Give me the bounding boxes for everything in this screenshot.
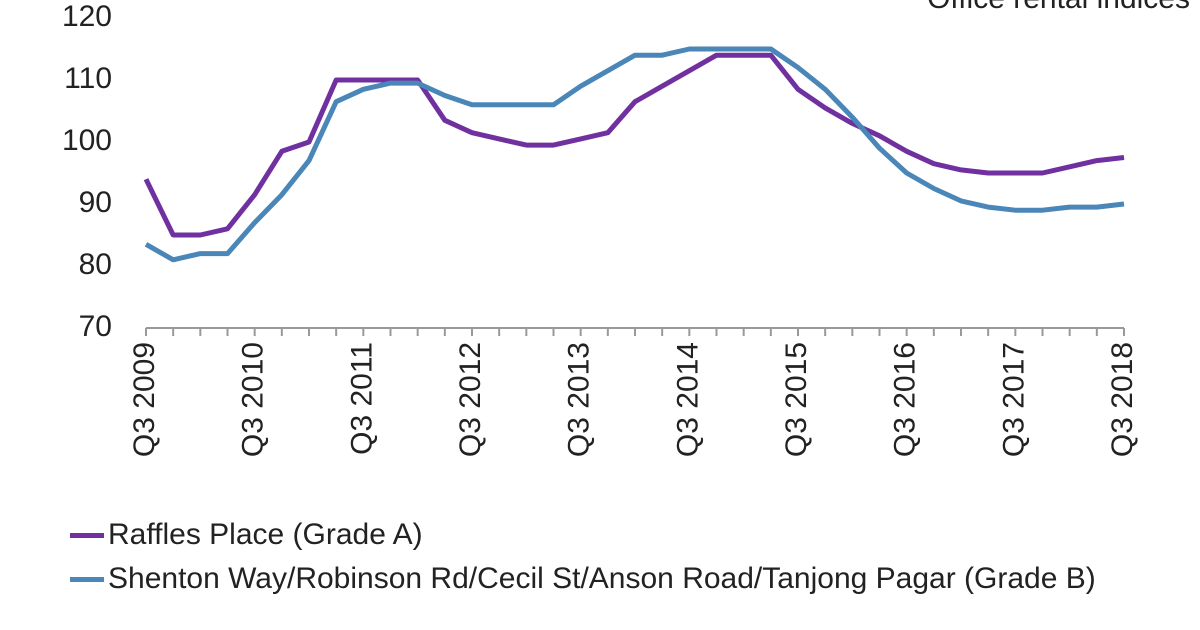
legend-item: Raffles Place (Grade A) bbox=[70, 515, 1180, 555]
series-line bbox=[143, 52, 1125, 238]
legend-item: Shenton Way/Robinson Rd/Cecil St/Anson R… bbox=[70, 559, 1180, 599]
x-tick-label: Q3 2018 bbox=[1106, 342, 1139, 457]
legend-label: Shenton Way/Robinson Rd/Cecil St/Anson R… bbox=[108, 562, 1096, 595]
x-tick-label: Q3 2009 bbox=[128, 342, 161, 457]
x-tick-label: Q3 2010 bbox=[237, 342, 270, 457]
y-tick-label: 90 bbox=[79, 186, 112, 219]
series-line bbox=[144, 46, 1125, 263]
chart-title: Office rental indices bbox=[927, 0, 1190, 15]
x-tick-label: Q3 2013 bbox=[563, 342, 596, 457]
x-tick-label: Q3 2014 bbox=[671, 342, 704, 457]
chart: Office rental indices 70 80 90 100 110 120 Q3 … bbox=[62, 0, 1190, 457]
x-tick-label: Q3 2012 bbox=[454, 342, 487, 457]
x-tick-label: Q3 2017 bbox=[997, 342, 1030, 457]
y-tick-label: 110 bbox=[64, 62, 112, 95]
y-tick-label: 100 bbox=[62, 124, 112, 157]
y-tick-label: 120 bbox=[62, 0, 112, 33]
y-tick-label: 80 bbox=[79, 248, 112, 281]
x-tick-label: Q3 2015 bbox=[780, 342, 813, 457]
legend-swatch bbox=[70, 577, 104, 582]
y-tick-label: 70 bbox=[79, 310, 112, 343]
legend-swatch bbox=[70, 533, 104, 538]
legend-label: Raffles Place (Grade A) bbox=[108, 518, 423, 551]
x-tick-label: Q3 2016 bbox=[889, 342, 922, 457]
x-tick-label: Q3 2011 bbox=[345, 342, 378, 455]
